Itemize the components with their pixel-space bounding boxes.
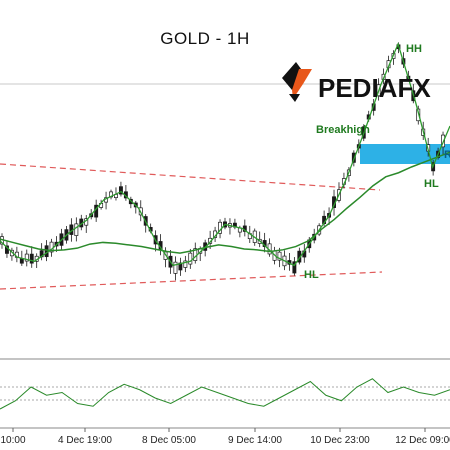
pediafx-logo: PEDIAFX	[282, 62, 431, 103]
candle-body	[74, 223, 79, 236]
candle-body	[29, 253, 34, 264]
annotation-breakhigh: Breakhigh	[316, 124, 370, 136]
moving-average-line	[0, 151, 450, 254]
candle-body	[19, 258, 24, 264]
x-tick-label: 10:00	[0, 435, 25, 446]
candle-body	[173, 261, 178, 274]
x-tick-label: 4 Dec 19:00	[58, 435, 112, 446]
candle-body	[118, 186, 123, 195]
logo-text: PEDIAFX	[318, 73, 431, 103]
candle-body	[183, 260, 188, 268]
annotation-zone-label: RE	[444, 149, 450, 161]
zigzag-line	[0, 42, 450, 267]
annotation-hl-right: HL	[424, 178, 439, 190]
x-tick-label: 12 Dec 09:00	[395, 435, 450, 446]
candle-body	[277, 251, 282, 261]
resistance-line	[0, 163, 381, 191]
x-tick-label: 9 Dec 14:00	[228, 435, 282, 446]
chart-title: GOLD - 1H	[160, 29, 250, 48]
candle-body	[24, 253, 29, 262]
oscillator-line	[0, 378, 450, 410]
candle-body	[416, 108, 421, 122]
candle-body	[188, 252, 193, 265]
candle-body	[292, 261, 297, 274]
x-axis-tick-marks	[12, 428, 426, 432]
annotation-hh: HH	[406, 43, 422, 55]
x-tick-label: 10 Dec 23:00	[310, 435, 370, 446]
pediafx-logo-icon	[282, 62, 312, 102]
x-tick-label: 8 Dec 05:00	[142, 435, 196, 446]
x-axis: 10:00 4 Dec 19:00 8 Dec 05:00 9 Dec 14:0…	[0, 435, 450, 446]
support-line	[0, 271, 383, 290]
annotation-hl-bottom: HL	[304, 269, 319, 281]
